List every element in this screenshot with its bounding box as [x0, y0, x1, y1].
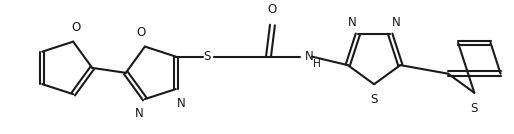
Text: O: O	[268, 3, 277, 16]
Text: N: N	[135, 107, 143, 120]
Text: S: S	[204, 50, 211, 63]
Text: H: H	[313, 59, 321, 68]
Text: S: S	[371, 93, 378, 106]
Text: N: N	[305, 50, 314, 63]
Text: O: O	[71, 21, 81, 34]
Text: N: N	[392, 16, 400, 29]
Text: S: S	[471, 102, 478, 115]
Text: N: N	[177, 97, 186, 110]
Text: N: N	[347, 16, 356, 29]
Text: O: O	[136, 26, 145, 39]
